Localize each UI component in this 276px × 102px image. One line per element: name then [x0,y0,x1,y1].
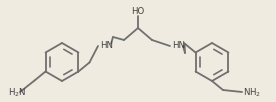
Text: HO: HO [131,8,145,17]
Text: H$_2$N: H$_2$N [8,87,26,99]
Text: HN: HN [172,40,185,49]
Text: HN: HN [100,40,113,49]
Text: NH$_2$: NH$_2$ [243,87,261,99]
